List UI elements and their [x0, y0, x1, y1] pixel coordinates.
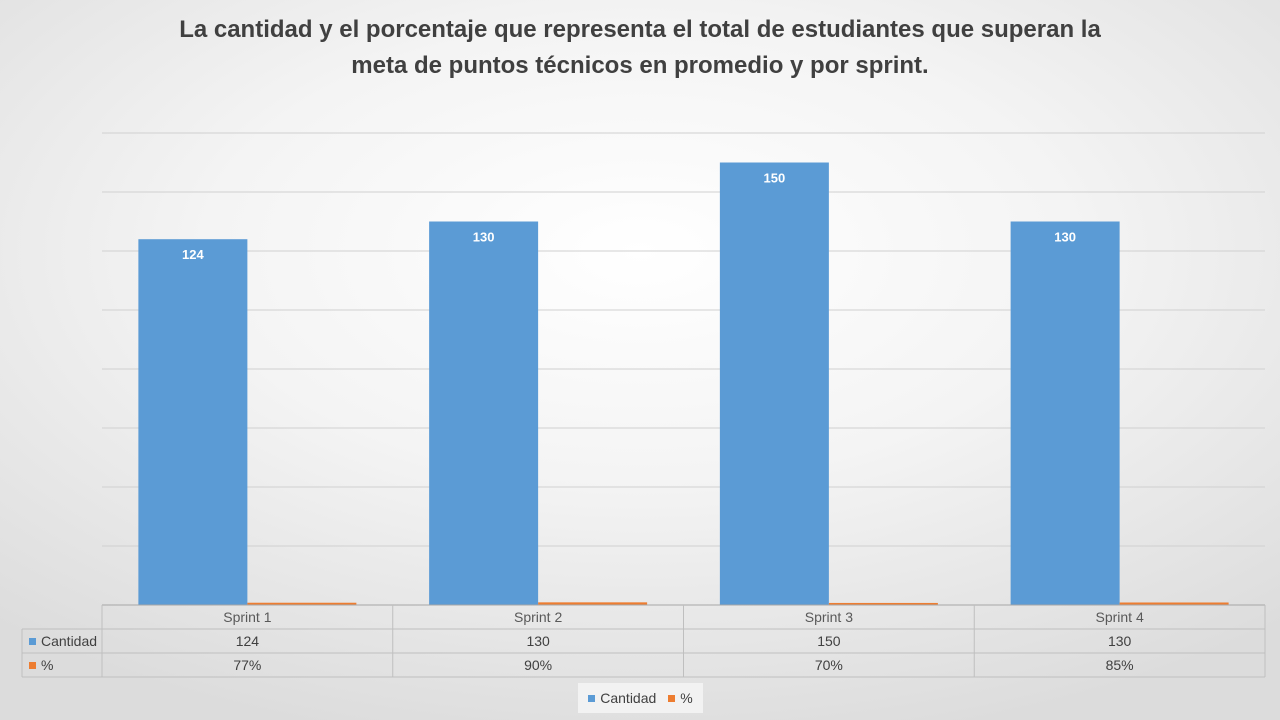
- bar-percent: [1119, 602, 1229, 605]
- data-label-cantidad: 130: [473, 230, 495, 245]
- bar-percent: [828, 602, 938, 605]
- chart-title-line-2: meta de puntos técnicos en promedio y po…: [351, 52, 929, 79]
- table-cell-value: 124: [236, 633, 260, 649]
- table-series-name: Cantidad: [41, 633, 97, 649]
- table-cell-value: 150: [817, 633, 841, 649]
- bar-cantidad: [429, 221, 539, 605]
- data-label-cantidad: 124: [182, 247, 204, 262]
- table-cell-value: 130: [1108, 633, 1132, 649]
- category-label: Sprint 1: [223, 609, 271, 625]
- data-label-cantidad: 150: [764, 171, 786, 186]
- bar-cantidad: [138, 239, 248, 605]
- table-cell-value: 77%: [233, 657, 261, 673]
- bar-percent: [538, 602, 648, 605]
- table-series-name: %: [41, 657, 53, 673]
- table-cell-value: 85%: [1106, 657, 1134, 673]
- chart-title: La cantidad y el porcentaje que represen…: [100, 12, 1180, 84]
- legend-item-percent: %: [668, 690, 693, 706]
- category-label: Sprint 3: [805, 609, 853, 625]
- bar-cantidad: [719, 162, 829, 605]
- legend-swatch-cantidad: [588, 694, 596, 702]
- legend-swatch-percent: [668, 694, 676, 702]
- bar-percent: [247, 602, 357, 605]
- table-legend-key: [29, 662, 36, 669]
- table-cell-value: 130: [526, 633, 550, 649]
- legend-label-percent: %: [680, 690, 693, 706]
- chart-title-line-1: La cantidad y el porcentaje que represen…: [179, 16, 1101, 43]
- legend-item-cantidad: Cantidad: [588, 690, 656, 706]
- bar-cantidad: [1010, 221, 1120, 605]
- table-cell-value: 70%: [815, 657, 843, 673]
- legend-label-cantidad: Cantidad: [600, 690, 657, 706]
- chart-legend: Cantidad %: [578, 683, 703, 713]
- category-label: Sprint 2: [514, 609, 562, 625]
- category-label: Sprint 4: [1096, 609, 1144, 625]
- table-cell-value: 90%: [524, 657, 552, 673]
- table-legend-key: [29, 638, 36, 645]
- data-label-cantidad: 130: [1054, 230, 1076, 245]
